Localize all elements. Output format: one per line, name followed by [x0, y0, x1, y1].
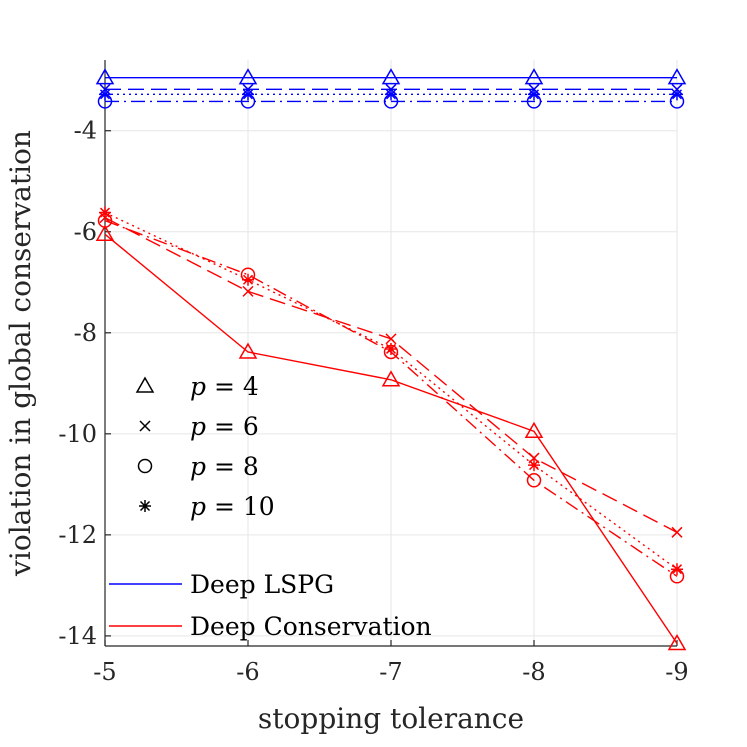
- legend-entry-lspg: Deep LSPG: [109, 570, 334, 599]
- legend-marker-circle: [137, 458, 153, 474]
- legend-label: = 6: [214, 412, 259, 441]
- data-point-star: [671, 88, 683, 101]
- legend-marker-x: [139, 420, 151, 432]
- data-point-triangle: [667, 633, 687, 651]
- y-ticks: -4 -6 -8 -10 -12 -14: [58, 117, 111, 650]
- y-tick-label: -12: [58, 521, 97, 549]
- data-point-star: [385, 342, 397, 355]
- data-point-triangle: [95, 224, 115, 242]
- y-tick-label: -10: [58, 420, 97, 448]
- data-point-star: [528, 88, 540, 101]
- y-tick-label: -14: [58, 622, 97, 650]
- data-point-triangle: [238, 342, 258, 359]
- legend: p = 4 p = 6 p = 8 p = 10 Deep LSPG Deep Conservat…: [109, 372, 432, 641]
- data-point-triangle: [667, 68, 687, 85]
- y-tick-label: -4: [74, 117, 97, 145]
- data-point-star: [385, 88, 397, 101]
- y-tick-label: -6: [74, 218, 97, 246]
- legend-variable: p: [190, 492, 206, 521]
- series-line: [104, 233, 678, 644]
- legend-entry-p: p = 6: [139, 412, 259, 441]
- series-lspg-p4: [95, 68, 687, 85]
- data-point-x: [671, 526, 683, 538]
- x-ticks: -5 -6 -7 -8 -9: [93, 640, 689, 686]
- legend-label: = 8: [214, 452, 259, 481]
- data-point-star: [99, 206, 111, 219]
- data-point-star: [528, 459, 540, 472]
- data-point-circle: [526, 473, 542, 488]
- y-tick-label: -8: [74, 319, 97, 347]
- data-point-star: [242, 273, 254, 286]
- grid: [104, 60, 678, 646]
- series-conservation-p10: [99, 206, 683, 576]
- data-point-triangle: [381, 370, 401, 387]
- legend-entry-conservation: Deep Conservation: [109, 612, 432, 641]
- x-tick-label: -8: [522, 658, 545, 686]
- legend-variable: p: [190, 372, 206, 401]
- x-tick-label: -5: [93, 658, 116, 686]
- x-tick-label: -9: [665, 658, 688, 686]
- legend-marker-triangle: [135, 376, 155, 393]
- series-conservation-p4: [95, 224, 687, 651]
- series-lspg-p10: [99, 88, 683, 101]
- legend-marker-star: [139, 500, 151, 512]
- legend-entry-p: p = 4: [135, 372, 259, 401]
- data-point-triangle: [524, 421, 544, 439]
- x-tick-label: -6: [236, 658, 259, 686]
- legend-variable: p: [190, 412, 206, 441]
- data-point-triangle: [238, 68, 258, 85]
- data-point-star: [99, 88, 111, 101]
- legend-entry-p: p = 10: [139, 492, 275, 521]
- x-tick-label: -7: [379, 658, 402, 686]
- series-layer: [95, 68, 687, 651]
- data-point-star: [242, 88, 254, 101]
- data-point-x: [385, 333, 397, 345]
- y-axis-title: violation in global conservation: [4, 130, 37, 577]
- data-point-triangle: [524, 68, 544, 85]
- data-point-triangle: [381, 68, 401, 85]
- data-point-triangle: [95, 68, 115, 85]
- x-axis-title: stopping tolerance: [258, 702, 524, 735]
- data-point-star: [671, 563, 683, 576]
- data-point-x: [242, 285, 254, 297]
- legend-label: = 10: [214, 492, 275, 521]
- legend-label: Deep LSPG: [190, 570, 334, 599]
- legend-label: = 4: [214, 372, 259, 401]
- legend-variable: p: [190, 452, 206, 481]
- legend-label: Deep Conservation: [190, 612, 432, 641]
- legend-entry-p: p = 8: [137, 452, 259, 481]
